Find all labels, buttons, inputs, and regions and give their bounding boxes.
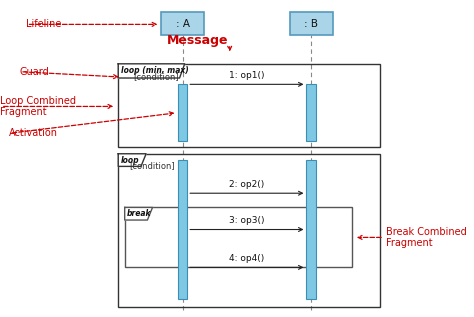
Bar bbox=[178, 160, 187, 299]
Bar bbox=[118, 154, 380, 307]
Text: : A: : A bbox=[175, 19, 190, 29]
Text: : B: : B bbox=[304, 19, 318, 29]
Bar bbox=[290, 12, 333, 36]
Text: Loop Combined
Fragment: Loop Combined Fragment bbox=[0, 96, 76, 117]
Polygon shape bbox=[125, 207, 153, 220]
Text: loop (min, max): loop (min, max) bbox=[121, 67, 189, 75]
Bar bbox=[306, 160, 316, 299]
Text: 3: op3(): 3: op3() bbox=[229, 217, 264, 225]
Text: Guard: Guard bbox=[20, 67, 49, 77]
Bar bbox=[306, 84, 316, 141]
Text: Lifeline: Lifeline bbox=[26, 19, 62, 29]
Bar bbox=[178, 84, 187, 141]
Bar bbox=[125, 207, 352, 267]
Bar bbox=[118, 64, 380, 147]
Text: [condition]: [condition] bbox=[133, 72, 179, 81]
Text: 4: op4(): 4: op4() bbox=[229, 254, 264, 263]
Polygon shape bbox=[118, 64, 185, 78]
Text: Message: Message bbox=[167, 34, 228, 47]
Text: Activation: Activation bbox=[9, 128, 58, 138]
Polygon shape bbox=[118, 154, 146, 166]
Text: 1: op1(): 1: op1() bbox=[229, 71, 264, 80]
Text: 2: op2(): 2: op2() bbox=[229, 180, 264, 189]
Text: [condition]: [condition] bbox=[129, 161, 174, 170]
Text: break: break bbox=[127, 209, 152, 218]
Bar bbox=[161, 12, 204, 36]
Text: loop: loop bbox=[121, 156, 139, 165]
Text: Break Combined
Fragment: Break Combined Fragment bbox=[386, 227, 467, 248]
